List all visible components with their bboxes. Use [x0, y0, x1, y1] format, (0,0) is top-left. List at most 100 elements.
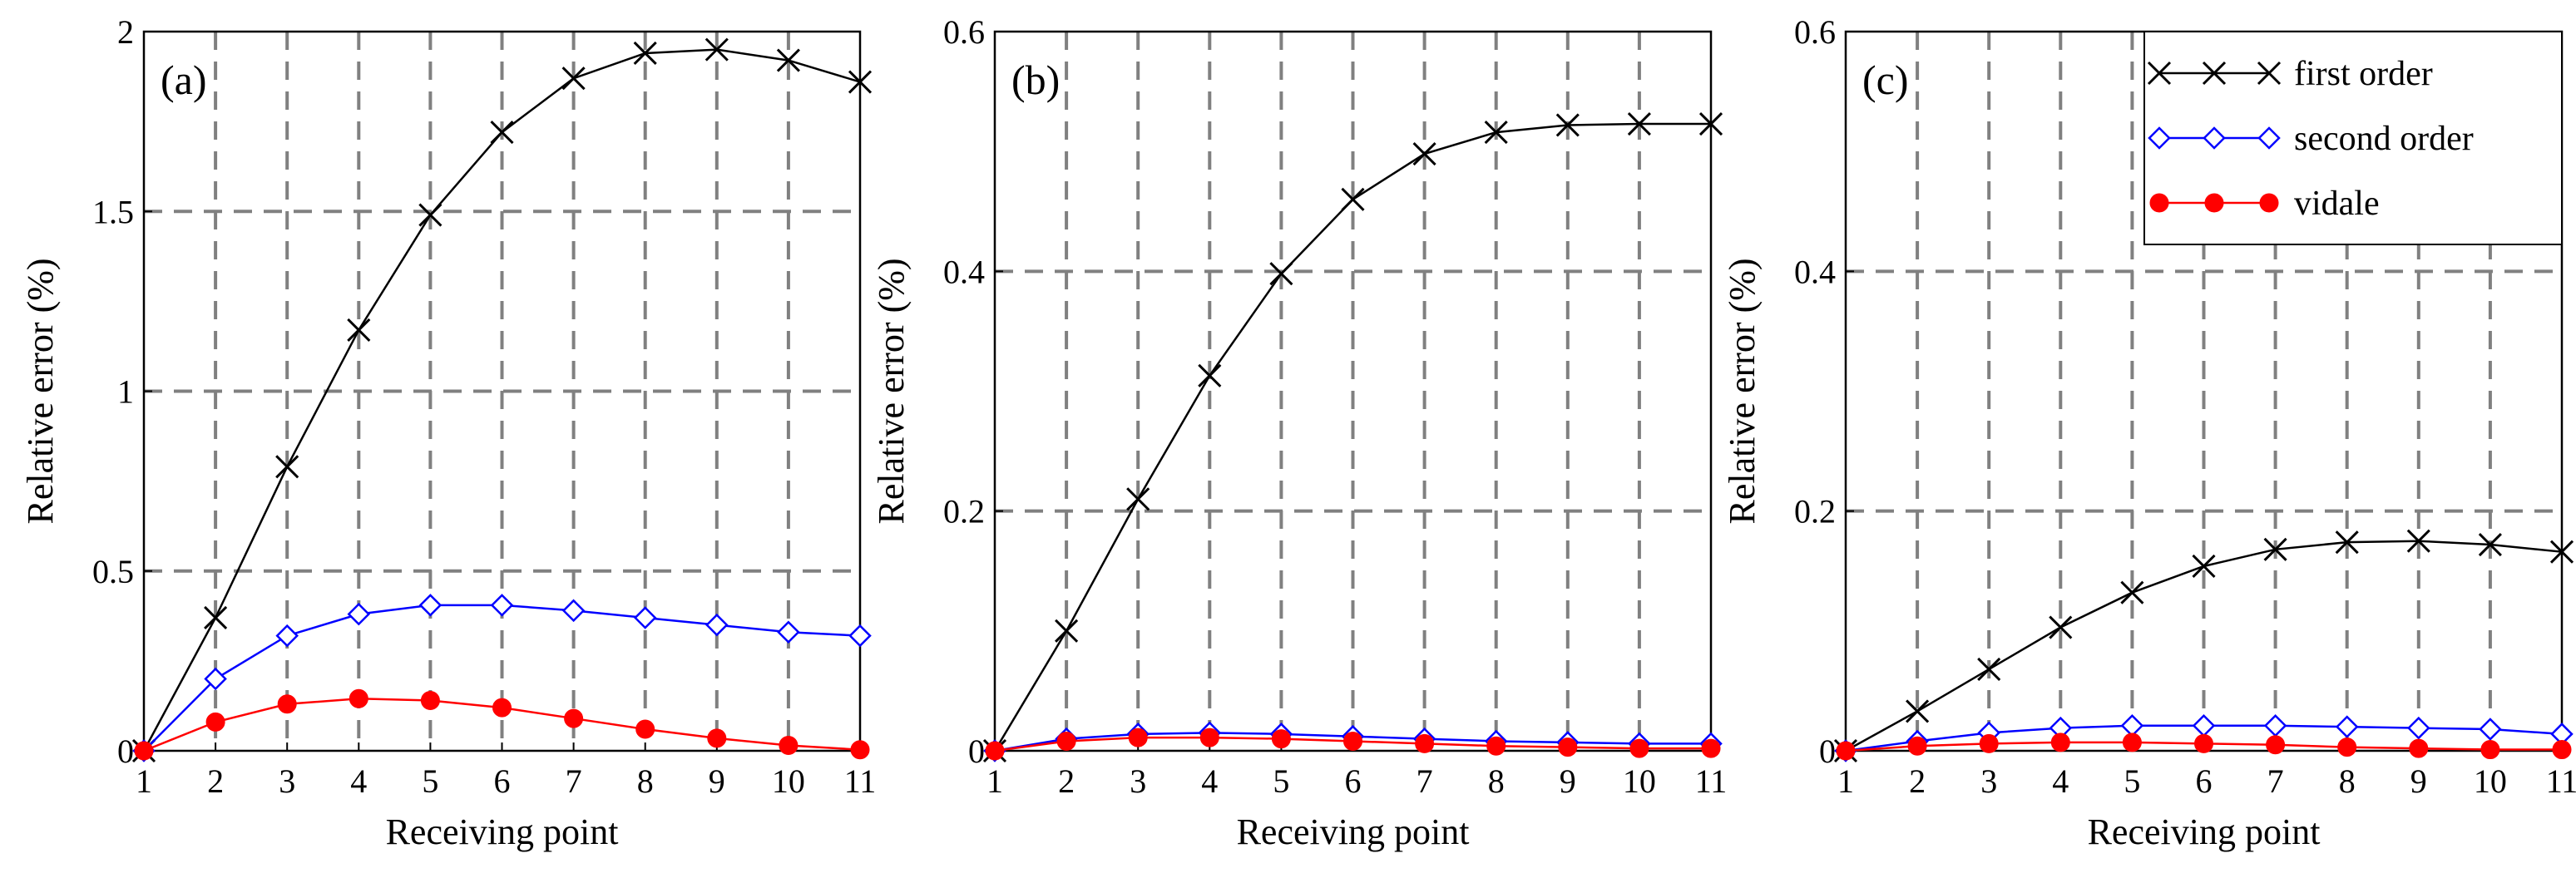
x-mark-icon [2147, 61, 2172, 86]
x-mark-icon [2257, 61, 2282, 86]
x-tick-label: 9 [1560, 762, 1576, 800]
chart-panel-1: 1 2 3 4 5 6 7 8 9 10 11 0 0.5 1 1.5 2 Receiving point Rel… [20, 13, 876, 852]
data-point [777, 620, 800, 644]
data-point [779, 736, 799, 756]
x-tick-label: 2 [1909, 762, 1926, 800]
data-point [490, 121, 514, 145]
series-vidale [985, 728, 1721, 761]
x-tick-label: 6 [494, 762, 511, 800]
data-point [1486, 736, 1506, 756]
x-tick-label: 9 [2410, 762, 2427, 800]
legend-label: first order [2294, 55, 2433, 93]
y-axis-label: Relative error (%) [871, 258, 912, 524]
data-point [490, 594, 514, 617]
x-tick-label: 2 [1058, 762, 1075, 800]
x-tick-label: 4 [1201, 762, 1218, 800]
x-tick-label: 10 [2474, 762, 2507, 800]
y-tick-label: 2 [117, 13, 134, 51]
data-point [1343, 731, 1362, 751]
legend-item-first-order: first order [2147, 55, 2433, 93]
x-axis-label: Receiving point [386, 811, 619, 852]
filled-circle-icon [2149, 193, 2169, 213]
legend: first order second order vidale [2143, 31, 2563, 245]
series-first-order [982, 111, 1723, 763]
data-point [2120, 580, 2144, 604]
diamond-icon [2203, 126, 2226, 150]
y-tick-label: 0.5 [92, 553, 134, 590]
data-point [848, 70, 873, 94]
x-tick-label: 5 [422, 762, 438, 800]
y-tick-label: 0 [968, 733, 985, 770]
data-point [1555, 113, 1580, 137]
x-tick-label: 8 [1488, 762, 1505, 800]
panel-letter: (b) [1011, 57, 1060, 103]
data-point [635, 719, 655, 739]
diamond-icon [2148, 126, 2171, 150]
data-point [1977, 657, 2001, 682]
data-point [1484, 121, 1508, 145]
x-tick-label: 11 [1695, 762, 1728, 800]
y-axis-label: Relative error (%) [1722, 258, 1763, 524]
data-point [2192, 554, 2216, 579]
series-second-order [1834, 713, 2574, 762]
data-point [2337, 737, 2357, 757]
data-point [1271, 729, 1291, 749]
x-tick-label: 11 [2546, 762, 2576, 800]
data-point [707, 728, 727, 748]
y-tick-label: 0 [1819, 733, 1836, 770]
series-vidale [1836, 733, 2572, 761]
x-tick-label: 7 [2267, 762, 2284, 800]
x-tick-label: 11 [844, 762, 877, 800]
filled-circle-icon [2259, 193, 2279, 213]
x-tick-label: 1 [136, 762, 152, 800]
x-tick-label: 6 [2196, 762, 2213, 800]
data-point [1698, 111, 1723, 136]
data-point [492, 698, 512, 718]
data-point [1701, 738, 1721, 758]
data-point [705, 613, 729, 637]
legend-label: second order [2294, 120, 2474, 158]
filled-circle-icon [2204, 193, 2224, 213]
x-tick-label: 6 [1345, 762, 1362, 800]
legend-item-vidale: vidale [2149, 185, 2380, 223]
data-point [2194, 733, 2213, 753]
data-point [705, 37, 729, 62]
data-point [1199, 728, 1219, 747]
y-tick-label: 0.2 [1794, 493, 1836, 530]
grid [144, 32, 860, 751]
data-point [2479, 718, 2502, 741]
y-tick-label: 0.4 [943, 253, 985, 290]
data-point [1412, 141, 1436, 166]
data-point [347, 602, 371, 626]
data-point [561, 599, 586, 623]
data-point [277, 694, 297, 714]
panel-letter: (a) [161, 57, 207, 103]
data-point [418, 203, 443, 227]
data-point [1056, 731, 1076, 751]
grid [995, 32, 1711, 751]
data-point [2407, 716, 2430, 740]
data-point [134, 741, 154, 761]
data-point [1836, 741, 1856, 761]
x-tick-label: 3 [1130, 762, 1146, 800]
x-tick-label: 1 [986, 762, 1003, 800]
data-point [1627, 111, 1651, 136]
data-point [2122, 733, 2142, 752]
data-point [1126, 487, 1150, 511]
x-tick-label: 8 [2339, 762, 2356, 800]
data-point [2409, 738, 2429, 758]
data-point [2406, 529, 2430, 553]
y-tick-label: 0.2 [943, 493, 985, 530]
data-point [2263, 713, 2287, 737]
data-point [349, 688, 368, 708]
x-tick-label: 4 [2052, 762, 2069, 800]
data-point [204, 605, 228, 630]
y-axis-label: Relative error (%) [20, 258, 61, 524]
data-point [633, 41, 657, 66]
data-point [1341, 187, 1365, 211]
data-point [1558, 737, 1578, 757]
data-point [848, 624, 872, 648]
y-tick-label: 1.5 [92, 193, 134, 230]
data-point [420, 690, 440, 710]
